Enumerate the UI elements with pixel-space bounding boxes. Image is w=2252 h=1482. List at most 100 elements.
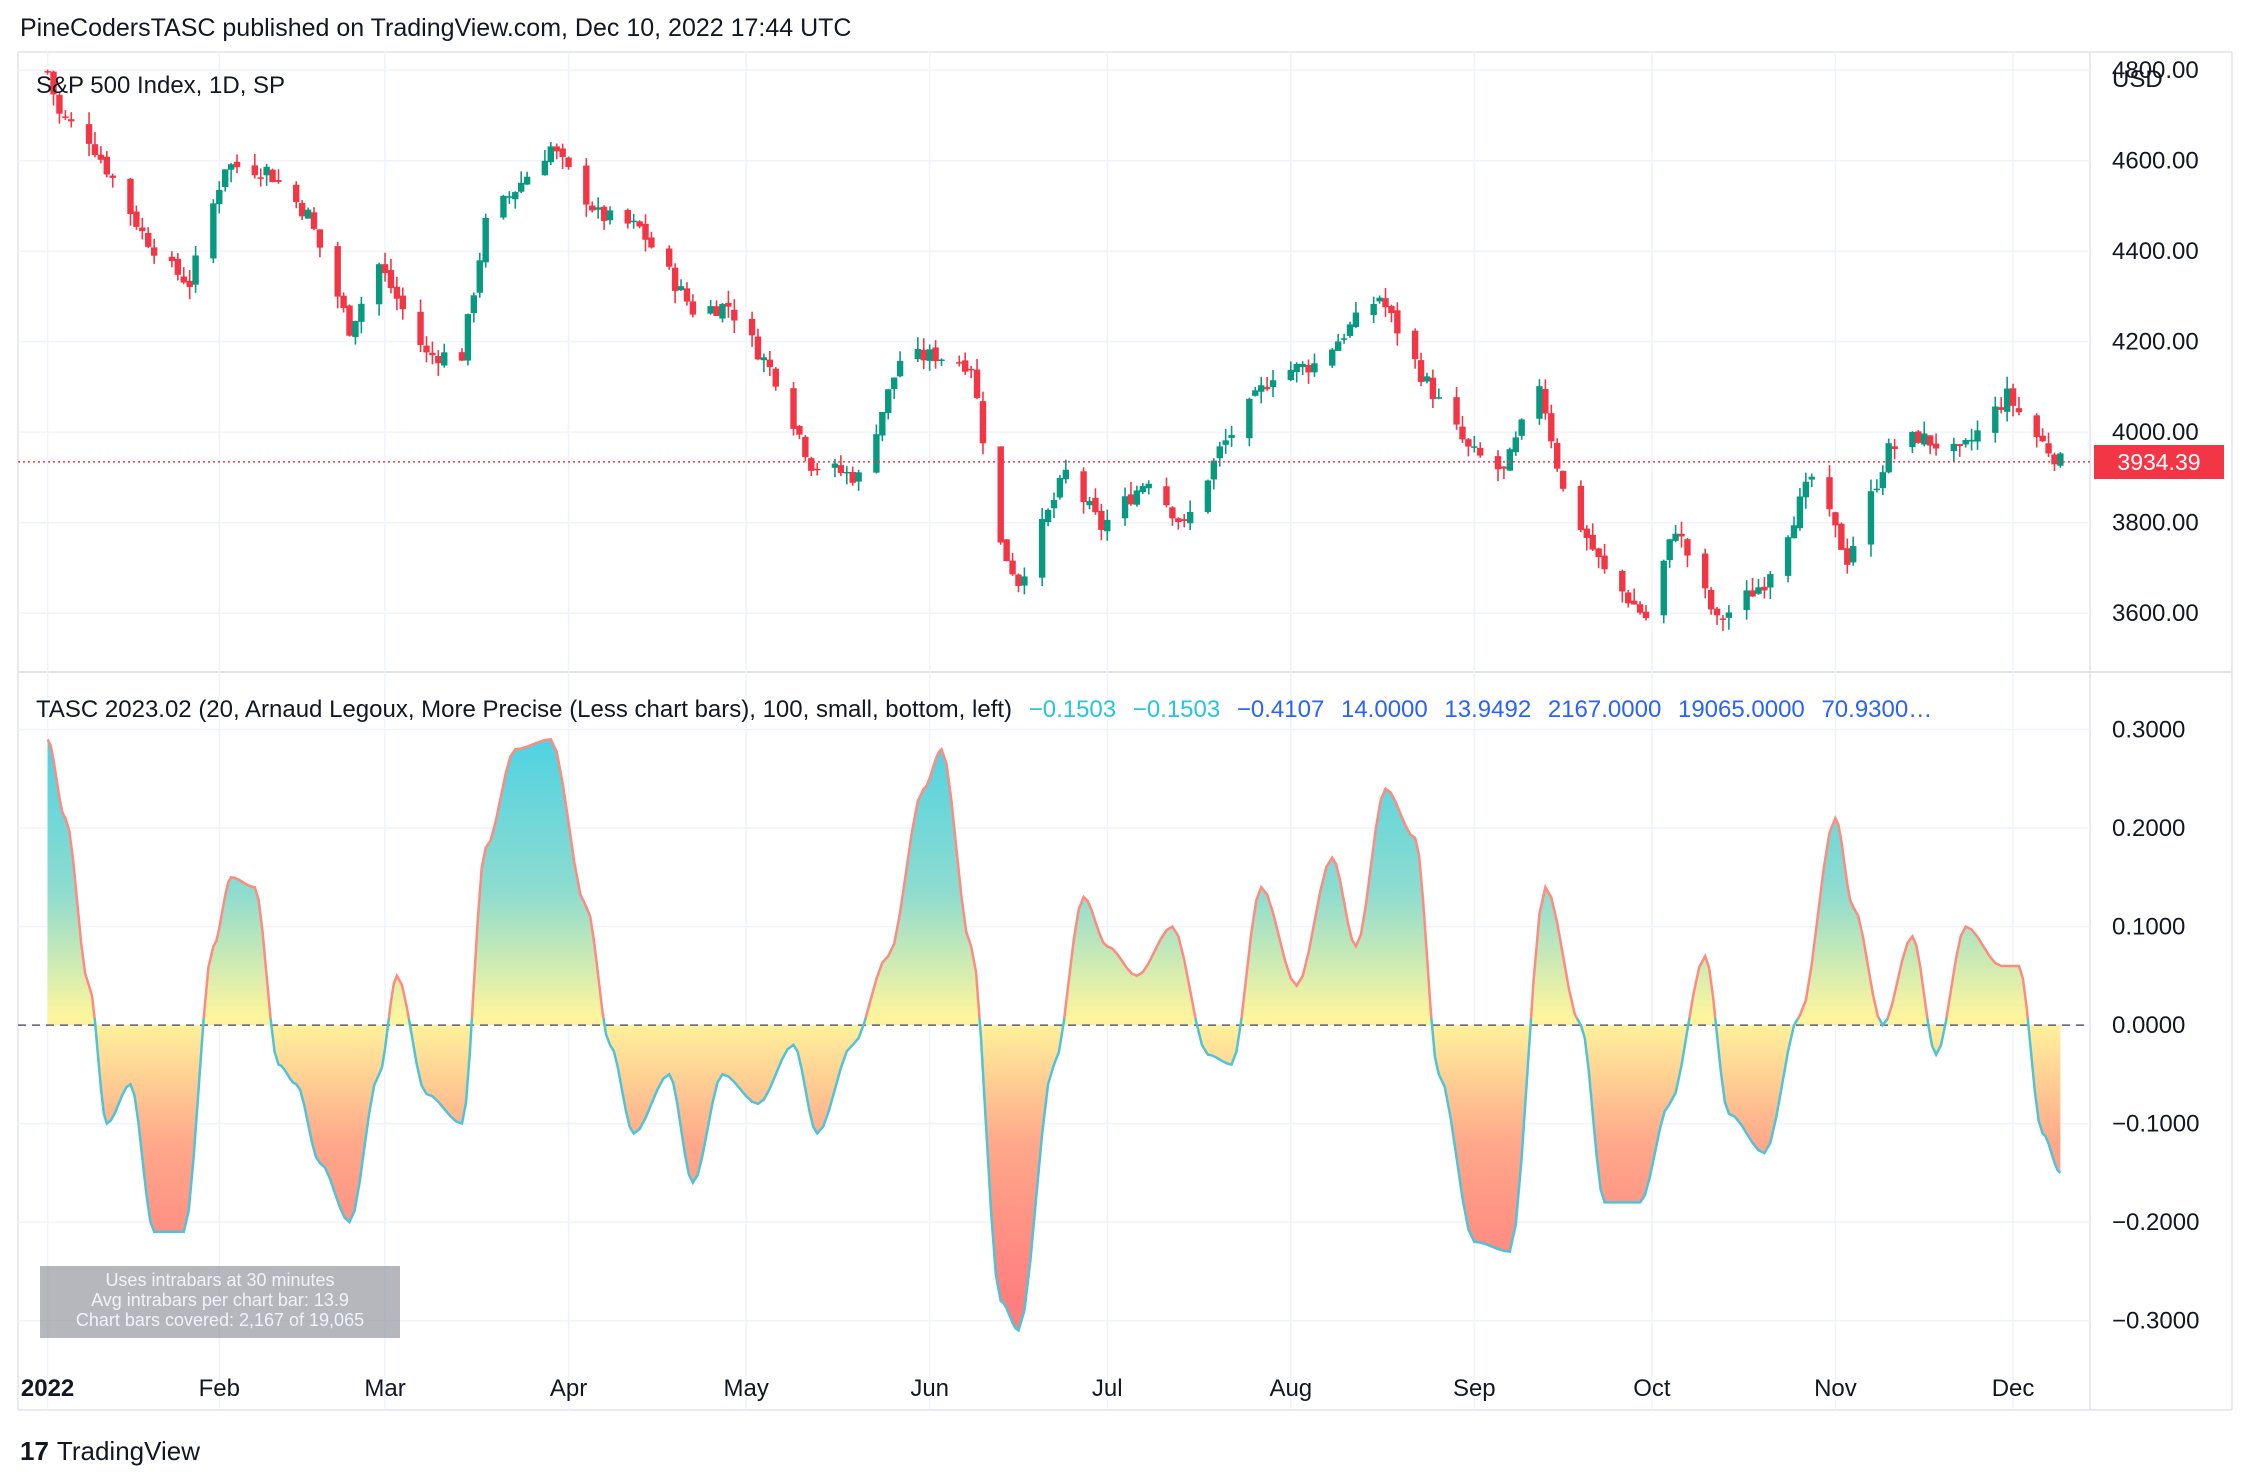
candle-56: [506, 191, 513, 204]
candle-body-137: [1175, 518, 1182, 523]
candle-141: [1210, 458, 1218, 490]
candle-body-143: [1222, 440, 1229, 445]
indicator-value-8: 70.9300…: [1821, 696, 1933, 723]
candle-body-190: [1619, 570, 1626, 592]
candle-body-228: [1926, 435, 1934, 446]
candle-body-70: [624, 210, 631, 224]
tradingview-logo[interactable]: 17 TradingView: [20, 1436, 200, 1467]
candle-body-9: [109, 175, 116, 178]
candle-body-139: [1186, 511, 1194, 524]
candle-body-215: [1826, 477, 1833, 510]
candle-body-36: [340, 295, 347, 308]
indicator-value-5: 13.9492: [1444, 696, 1532, 723]
candle-206: [1749, 577, 1756, 597]
candle-body-108: [932, 347, 939, 362]
candle-90: [790, 381, 797, 436]
candle-73: [642, 214, 649, 252]
candle-body-117: [1009, 560, 1016, 575]
candle-144: [1228, 425, 1235, 447]
candle-body-237: [2003, 388, 2011, 412]
candle-129: [1104, 509, 1111, 541]
candle-76: [671, 263, 679, 304]
candle-body-205: [1743, 590, 1750, 610]
indicator-tick-6: −0.3000: [2112, 1308, 2199, 1335]
candle-178: [1512, 431, 1519, 456]
candle-101: [879, 412, 886, 442]
candle-179: [1518, 418, 1525, 440]
candle-body-147: [1258, 385, 1265, 392]
candle-body-216: [1832, 512, 1839, 526]
candle-body-189: [1601, 555, 1608, 570]
price-tick-4: 4000.00: [2112, 419, 2199, 446]
candle-30: [293, 181, 300, 209]
candle-body-74: [648, 237, 655, 248]
candle-body-207: [1755, 587, 1762, 594]
candle-75: [666, 245, 673, 270]
candle-body-20: [210, 203, 217, 259]
candle-body-106: [920, 349, 927, 361]
candle-body-212: [1796, 496, 1804, 529]
candle-49: [441, 343, 448, 368]
candle-body-60: [541, 160, 549, 176]
candle-body-48: [435, 356, 442, 364]
last-price-value: 3934.39: [2117, 448, 2201, 475]
candle-body-191: [1625, 592, 1632, 604]
candle-133: [1139, 483, 1146, 495]
candle-147: [1258, 376, 1265, 404]
candle-45: [417, 299, 424, 353]
candle-body-222: [1879, 472, 1886, 489]
candle-193: [1636, 601, 1644, 615]
month-label-5: Jun: [910, 1375, 949, 1402]
candle-52: [470, 292, 478, 323]
candle-body-175: [1494, 456, 1502, 470]
candle-85: [748, 311, 756, 347]
candle-100: [873, 424, 880, 474]
candle-body-226: [1915, 431, 1922, 443]
candle-body-55: [500, 195, 507, 218]
candle-165: [1411, 328, 1419, 369]
candle-body-105: [914, 349, 922, 360]
candle-121: [1044, 508, 1052, 527]
candle-body-45: [417, 311, 424, 345]
candle-body-12: [139, 227, 146, 232]
candle-138: [1181, 514, 1188, 528]
candle-22: [222, 169, 229, 192]
candle-body-113: [973, 369, 981, 399]
candle-167: [1423, 372, 1431, 384]
x-axis-month-labels: 2022 Feb Mar Apr May Jun Jul Aug Sep Oct Nov Dec: [21, 1375, 2034, 1402]
candle-244: [2057, 452, 2064, 468]
candle-body-19: [192, 255, 199, 285]
candle-115: [997, 446, 1004, 545]
month-label-8: Sep: [1453, 1375, 1496, 1402]
candle-82: [719, 302, 726, 323]
candle-body-188: [1595, 548, 1602, 557]
candle-body-11: [133, 211, 140, 227]
candle-18: [186, 269, 193, 300]
candle-body-49: [441, 352, 448, 366]
candle-body-76: [671, 267, 679, 291]
candle-body-234: [1974, 430, 1981, 442]
candle-body-166: [1417, 360, 1425, 382]
candle-body-92: [802, 436, 809, 458]
candle-197: [1672, 524, 1679, 543]
candle-241: [2039, 428, 2046, 443]
candle-67: [594, 197, 602, 219]
candle-110: [956, 355, 963, 367]
candle-body-119: [1021, 576, 1028, 586]
candle-103: [890, 377, 898, 399]
candle-188: [1595, 547, 1602, 569]
candle-196: [1666, 538, 1673, 568]
candle-body-78: [683, 288, 691, 302]
candle-body-201: [1707, 590, 1715, 610]
candle-174: [1477, 442, 1484, 458]
candle-body-50: [458, 352, 466, 361]
candle-body-24: [233, 161, 241, 168]
candle-body-21: [216, 189, 223, 205]
intrabar-info-box: Uses intrabars at 30 minutes Avg intraba…: [40, 1266, 400, 1338]
candle-body-158: [1346, 324, 1354, 336]
candle-body-107: [926, 349, 933, 361]
candle-body-57: [512, 192, 519, 200]
candle-body-130: [1121, 496, 1129, 519]
candle-51: [464, 313, 472, 366]
candle-body-200: [1702, 553, 1709, 589]
